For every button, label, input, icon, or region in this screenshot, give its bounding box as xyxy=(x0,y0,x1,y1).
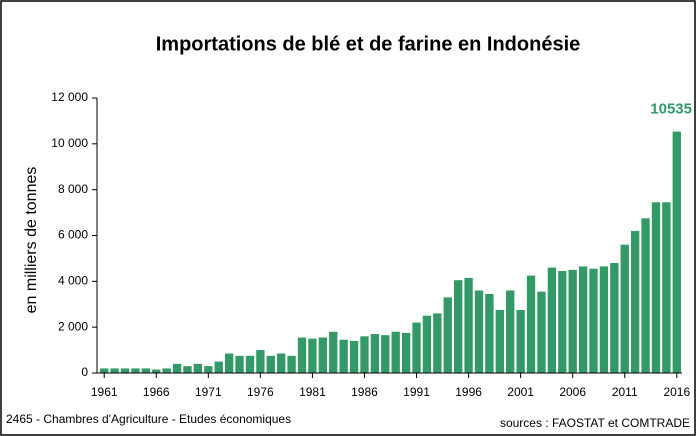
bar xyxy=(224,353,234,373)
bar xyxy=(370,334,380,373)
x-tick-label: 2001 xyxy=(507,385,534,399)
bar xyxy=(381,335,390,373)
y-tick-label: 8 000 xyxy=(58,182,88,196)
bar xyxy=(308,338,317,373)
bar xyxy=(495,309,504,373)
x-tick-label: 1971 xyxy=(195,385,222,399)
bar xyxy=(339,339,348,373)
bar xyxy=(610,263,619,373)
bar xyxy=(422,315,432,373)
y-tick-label: 10 000 xyxy=(51,136,88,150)
y-tick-label: 12 000 xyxy=(51,90,88,104)
bar xyxy=(454,280,463,373)
bar xyxy=(256,350,265,373)
bar xyxy=(245,355,255,373)
bar xyxy=(537,291,546,373)
bar xyxy=(214,361,223,373)
bar xyxy=(620,244,629,373)
bar xyxy=(297,337,307,373)
footer-left: 2465 - Chambres d'Agriculture - Etudes é… xyxy=(6,412,291,426)
bar xyxy=(131,368,140,373)
bar xyxy=(485,293,494,373)
bar xyxy=(172,363,182,373)
bar xyxy=(162,368,171,373)
y-tick-label: 0 xyxy=(81,365,88,379)
bar xyxy=(433,313,442,373)
x-tick-label: 1976 xyxy=(247,385,274,399)
bar xyxy=(110,368,119,373)
bar xyxy=(641,218,650,373)
bar xyxy=(516,309,525,373)
x-tick-label: 1961 xyxy=(91,385,118,399)
bar xyxy=(474,290,484,373)
bar xyxy=(412,322,421,373)
x-tick-label: 2016 xyxy=(663,385,690,399)
bar xyxy=(599,266,609,373)
bar xyxy=(329,331,338,373)
x-tick-label: 1966 xyxy=(143,385,170,399)
y-tick-label: 2 000 xyxy=(58,319,88,333)
bar xyxy=(662,202,671,373)
bar xyxy=(526,275,536,373)
x-tick-label: 1996 xyxy=(455,385,482,399)
bar xyxy=(630,230,640,373)
bar xyxy=(120,368,130,373)
x-tick-label: 1991 xyxy=(403,385,430,399)
bar xyxy=(204,366,213,373)
bar xyxy=(360,336,369,373)
y-tick-label: 6 000 xyxy=(58,228,88,242)
bar xyxy=(349,340,359,373)
bar xyxy=(100,368,109,373)
bar xyxy=(318,337,327,373)
bar xyxy=(589,268,598,373)
bar xyxy=(401,332,411,373)
bar xyxy=(266,355,275,373)
x-tick-label: 2011 xyxy=(612,385,638,399)
bar xyxy=(464,277,473,373)
bar xyxy=(193,363,203,373)
bar xyxy=(152,369,161,373)
footer-right: sources : FAOSTAT et COMTRADE xyxy=(500,416,690,430)
x-tick-label: 1986 xyxy=(351,385,378,399)
bar xyxy=(506,290,515,373)
bar xyxy=(443,297,452,373)
bar xyxy=(547,267,557,373)
bar xyxy=(287,355,296,373)
bar xyxy=(235,355,244,373)
x-tick-label: 1981 xyxy=(299,385,326,399)
bar xyxy=(141,368,151,373)
x-tick-label: 2006 xyxy=(559,385,586,399)
y-axis-label: en milliers de tonnes xyxy=(23,167,40,314)
bar xyxy=(568,269,577,373)
bar xyxy=(651,202,661,373)
bar xyxy=(277,353,286,373)
bar xyxy=(183,366,192,373)
bar xyxy=(558,271,567,373)
chart-title: Importations de blé et de farine en Indo… xyxy=(156,33,581,55)
bar xyxy=(578,266,588,373)
bar xyxy=(672,131,681,373)
value-label: 10535 xyxy=(650,101,692,118)
bar xyxy=(391,331,400,373)
y-tick-label: 4 000 xyxy=(58,274,88,288)
